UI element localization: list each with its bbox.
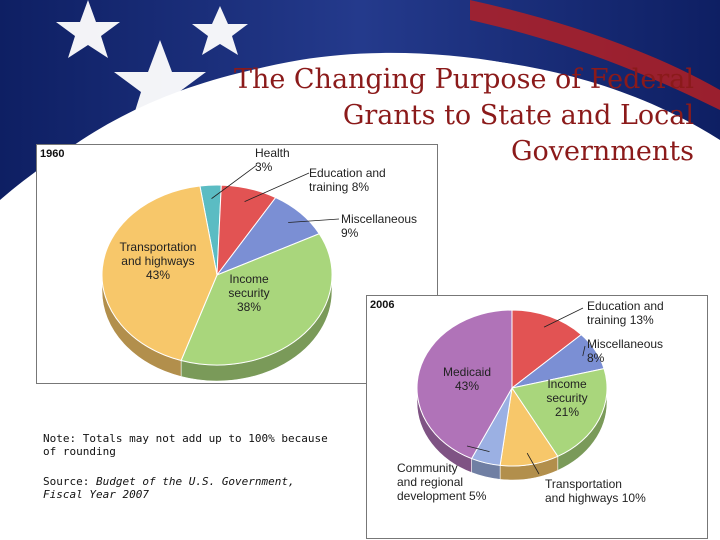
leader-line-2: [288, 218, 340, 223]
slice-label-2: Income security 21%: [546, 377, 587, 419]
red-swoosh: [470, 0, 720, 110]
source-prefix: Source:: [43, 475, 96, 488]
leader-line-0: [543, 307, 584, 328]
pie-chart-2006: 2006 Education and training 13% Miscellaneo…: [366, 295, 708, 539]
chart-year-label: 1960: [40, 148, 64, 160]
slice-label-3: Income security 38%: [228, 272, 269, 314]
pie-slice-0: [511, 309, 583, 390]
slice-label-0: Health 3%: [255, 146, 290, 174]
star-icon: [56, 0, 248, 124]
slice-label-4: Transportation and highways 43%: [120, 240, 197, 282]
chart-year-label: 2006: [370, 299, 394, 311]
slice-label-3: Transportation and highways 10%: [545, 477, 646, 505]
slice-label-4: Community and regional development 5%: [397, 461, 487, 503]
slice-label-1: Education and training 8%: [309, 166, 386, 194]
slice-label-0: Education and training 13%: [587, 299, 664, 327]
note-text: Note: Totals may not add up to 100% beca…: [43, 432, 328, 458]
slice-label-5: Medicaid 43%: [443, 365, 491, 393]
leader-line-4: [466, 445, 490, 453]
slice-label-1: Miscellaneous 8%: [587, 337, 663, 365]
leader-line-3: [526, 452, 540, 475]
pie-slice-5: [416, 309, 513, 460]
pie-slice-3: [180, 233, 333, 366]
blue-banner: [0, 0, 720, 200]
pie-slice-2: [511, 368, 608, 457]
slice-label-2: Miscellaneous 9%: [341, 212, 417, 240]
leader-line-1: [582, 345, 586, 357]
page-title: The Changing Purpose of Federal Grants t…: [233, 64, 694, 167]
source-title-line1: Budget of the U.S. Government,: [95, 475, 295, 488]
pie-chart-2006-svg: 2006 Education and training 13% Miscellaneo…: [370, 299, 664, 505]
source-title-line2: Fiscal Year 2007: [43, 488, 149, 501]
pie-slice-4: [101, 185, 218, 362]
source-text: Source: Budget of the U.S. Government, F…: [43, 475, 363, 501]
leader-line-1: [244, 172, 310, 202]
pie-chart-1960-svg: 1960 Health 3% Education and training 8% Misc…: [40, 146, 417, 382]
leader-line-0: [211, 164, 258, 199]
